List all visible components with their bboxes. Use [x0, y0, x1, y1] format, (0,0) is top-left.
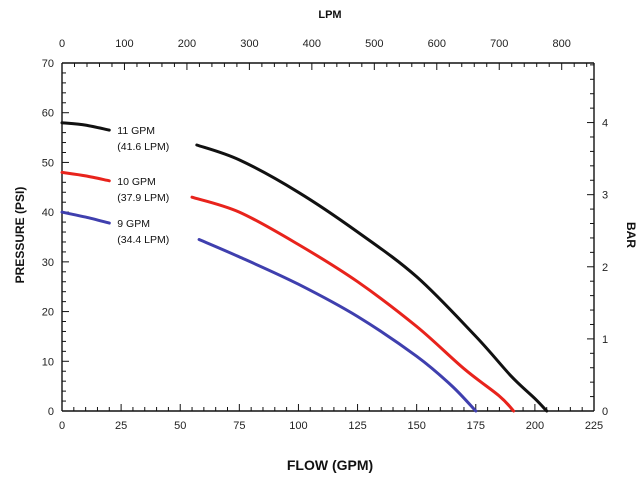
x-tick-label: 225 — [585, 420, 603, 432]
series-label-9-gpm-lpm: (34.4 LPM) — [117, 234, 169, 246]
series-label-10-gpm: 10 GPM — [117, 176, 156, 188]
x2-tick-label: 700 — [490, 38, 508, 50]
y2-tick-label: 1 — [602, 334, 608, 346]
y2-tick-label: 4 — [602, 118, 608, 130]
top-axis-title: LPM — [318, 9, 341, 21]
series-label-11-gpm: 11 GPM — [117, 125, 155, 137]
x2-tick-label: 100 — [115, 38, 133, 50]
series-lines — [60, 121, 549, 413]
y-tick-label: 70 — [42, 58, 54, 70]
y-axis-title: PRESSURE (PSI) — [13, 187, 27, 284]
y-tick-label: 60 — [42, 108, 54, 120]
x-tick-label: 200 — [526, 420, 544, 432]
y-tick-label: 40 — [42, 207, 54, 219]
series-line-9-gpm — [197, 238, 478, 413]
series-label-11-gpm-lpm: (41.6 LPM) — [117, 141, 169, 153]
series-line-10-gpm-lead — [60, 170, 111, 183]
x-tick-label: 0 — [59, 420, 65, 432]
y-tick-label: 10 — [42, 356, 54, 368]
series-line-10-gpm — [190, 195, 516, 413]
x2-tick-label: 600 — [428, 38, 446, 50]
y-tick-label: 0 — [48, 406, 54, 418]
y-tick-label: 30 — [42, 257, 54, 269]
x-axis-title: FLOW (GPM) — [287, 457, 373, 473]
y2-tick-label: 3 — [602, 190, 608, 202]
x2-tick-label: 300 — [240, 38, 258, 50]
series-line-11-gpm — [195, 143, 549, 413]
x2-tick-label: 500 — [365, 38, 383, 50]
series-label-9-gpm: 9 GPM — [117, 218, 150, 230]
right-axis-title: BAR — [624, 222, 638, 248]
series-line-9-gpm-lead — [60, 210, 111, 225]
y-tick-label: 50 — [42, 157, 54, 169]
y-tick-label: 20 — [42, 307, 54, 319]
x-tick-label: 125 — [348, 420, 366, 432]
x-tick-label: 100 — [289, 420, 307, 432]
series-line-11-gpm-lead — [60, 121, 111, 132]
x-tick-label: 150 — [407, 420, 425, 432]
series-labels: 11 GPM (41.6 LPM) 10 GPM (37.9 LPM) 9 GPM (34… — [117, 125, 169, 246]
x-tick-label: 175 — [467, 420, 485, 432]
y2-tick-label: 2 — [602, 262, 608, 274]
x2-tick-label: 200 — [178, 38, 196, 50]
x-tick-label: 50 — [174, 420, 186, 432]
x-tick-label: 25 — [115, 420, 127, 432]
x-tick-label: 75 — [233, 420, 245, 432]
x2-tick-label: 400 — [303, 38, 321, 50]
x2-tick-label: 800 — [553, 38, 571, 50]
series-label-10-gpm-lpm: (37.9 LPM) — [117, 192, 169, 204]
y2-tick-label: 0 — [602, 406, 608, 418]
x2-tick-label: 0 — [59, 38, 65, 50]
axis-ticks: 0 25 50 75 100 125 150 175 200 225010203040506070… — [42, 38, 608, 432]
